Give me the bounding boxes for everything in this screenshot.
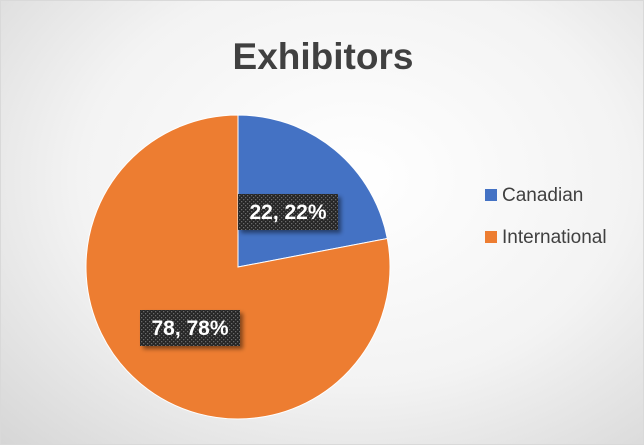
legend-label: Canadian: [502, 185, 583, 206]
legend-item-canadian: Canadian: [485, 185, 583, 206]
legend-item-international: International: [485, 227, 607, 248]
data-label-international: 78, 78%: [140, 310, 240, 346]
legend-label: International: [502, 227, 607, 248]
legend: Canadian International: [485, 185, 607, 248]
data-label-text: 78, 78%: [151, 317, 228, 340]
data-label-box: [140, 310, 240, 346]
data-labels: 22, 22% 78, 78%: [140, 194, 338, 346]
data-label-text: 22, 22%: [249, 201, 326, 224]
pie-slices: [85, 114, 391, 420]
legend-swatch: [485, 189, 497, 201]
legend-swatch: [485, 231, 497, 243]
chart-title: Exhibitors: [233, 36, 414, 77]
data-label-canadian: 22, 22%: [238, 194, 338, 230]
data-label-box: [238, 194, 338, 230]
